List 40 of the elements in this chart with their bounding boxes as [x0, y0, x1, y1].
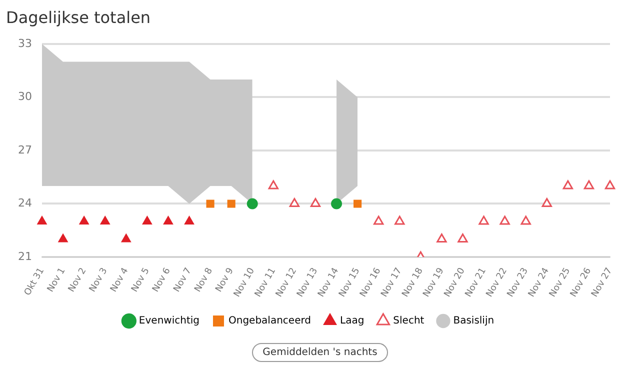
y-tick-label: 30	[18, 90, 32, 104]
point	[100, 216, 110, 224]
legend-label: Slecht	[393, 316, 424, 327]
point	[289, 198, 300, 207]
text: Gemiddelden 's nachts	[252, 343, 388, 362]
point	[37, 216, 47, 224]
chart-title: Dagelijkse totalen	[6, 8, 151, 27]
legend-label: Ongebalanceerd	[228, 316, 312, 327]
point	[478, 216, 489, 225]
point	[268, 180, 278, 190]
point	[500, 216, 510, 225]
point	[163, 216, 174, 224]
point	[584, 180, 594, 190]
point	[520, 216, 531, 225]
legend-label: Evenwichtig	[138, 316, 200, 327]
point	[121, 234, 131, 242]
x-tick-label: Okt 31	[22, 266, 47, 298]
y-tick-label: 21	[18, 250, 32, 263]
legend-label: Basislijn	[453, 316, 494, 327]
point	[310, 198, 321, 207]
legend-label: Laag	[340, 316, 364, 327]
y-tick-label: 33	[18, 36, 32, 50]
point	[394, 216, 405, 225]
point	[542, 198, 552, 207]
point	[458, 233, 468, 242]
point	[227, 200, 236, 208]
point	[331, 198, 342, 210]
point	[562, 180, 574, 190]
point	[184, 216, 194, 224]
point	[206, 200, 214, 208]
point	[604, 180, 616, 190]
point	[142, 216, 152, 224]
point	[246, 198, 258, 210]
point	[354, 200, 362, 208]
point	[436, 233, 447, 242]
y-tick-label: 24	[18, 196, 32, 210]
point	[58, 234, 68, 242]
y-tick-label: 27	[18, 143, 32, 156]
point	[374, 216, 384, 225]
point	[79, 216, 89, 224]
